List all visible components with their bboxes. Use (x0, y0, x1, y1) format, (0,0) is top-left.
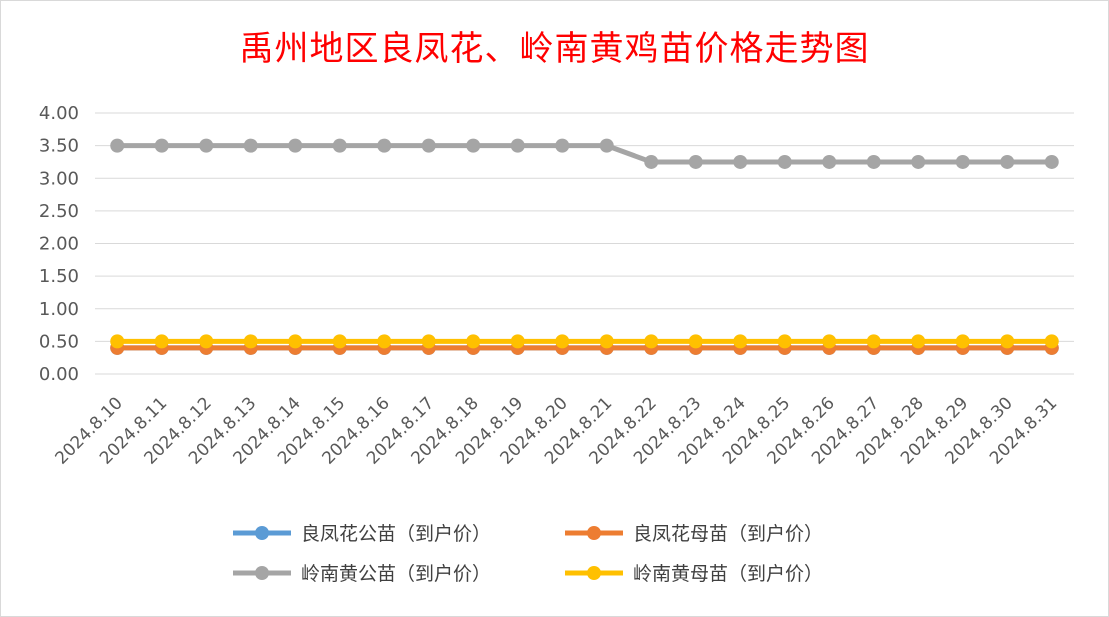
legend-item[interactable]: 良凤花母苗（到户价） (565, 523, 823, 545)
data-point (555, 138, 570, 153)
data-point (377, 334, 392, 349)
data-point (466, 334, 481, 349)
data-point (199, 334, 214, 349)
legend-marker (587, 566, 601, 580)
data-point (1000, 154, 1015, 169)
series-2 (110, 138, 1059, 169)
data-point (955, 154, 970, 169)
data-point (243, 334, 258, 349)
data-point (644, 154, 659, 169)
data-point (911, 154, 926, 169)
data-point (288, 334, 303, 349)
legend-item[interactable]: 岭南黄公苗（到户价） (233, 563, 491, 585)
series-3 (110, 334, 1059, 349)
data-point (822, 154, 837, 169)
data-point (154, 138, 169, 153)
data-point (1000, 334, 1015, 349)
y-tick-label: 3.00 (39, 168, 79, 189)
data-point (421, 334, 436, 349)
data-point (955, 334, 970, 349)
data-point (866, 154, 881, 169)
data-point (599, 334, 614, 349)
y-tick-label: 1.50 (39, 266, 79, 287)
data-point (733, 154, 748, 169)
y-tick-label: 2.00 (39, 234, 79, 255)
data-point (1044, 154, 1059, 169)
data-point (199, 138, 214, 153)
data-point (688, 334, 703, 349)
data-point (510, 138, 525, 153)
x-axis-ticks: 2024.8.102024.8.112024.8.122024.8.132024… (51, 393, 1061, 468)
data-point (555, 334, 570, 349)
legend-item[interactable]: 良凤花公苗（到户价） (233, 523, 491, 545)
data-point (733, 334, 748, 349)
data-point (777, 154, 792, 169)
data-point (110, 138, 125, 153)
legend[interactable]: 良凤花公苗（到户价） 良凤花母苗（到户价） 岭南黄公苗（到户价） 岭南黄母苗（到户价） (233, 523, 823, 585)
data-point (243, 138, 258, 153)
gridlines (95, 112, 1074, 375)
legend-marker (255, 566, 269, 580)
y-axis-ticks: 0.00 0.50 1.00 1.50 2.00 2.50 3.00 3.50 4.00 (39, 103, 79, 385)
legend-label: 良凤花母苗（到户价） (633, 523, 823, 545)
data-point (866, 334, 881, 349)
data-point (332, 138, 347, 153)
chart-title: 禹州地区良凤花、岭南黄鸡苗价格走势图 (239, 29, 870, 69)
data-point (421, 138, 436, 153)
data-point (777, 334, 792, 349)
series-lines (110, 138, 1059, 355)
legend-item[interactable]: 岭南黄母苗（到户价） (565, 563, 823, 585)
y-tick-label: 0.00 (39, 364, 79, 385)
data-point (688, 154, 703, 169)
data-point (510, 334, 525, 349)
data-point (911, 334, 926, 349)
y-tick-label: 1.00 (39, 299, 79, 320)
y-tick-label: 2.50 (39, 201, 79, 222)
data-point (377, 138, 392, 153)
legend-label: 良凤花公苗（到户价） (301, 523, 491, 545)
y-tick-label: 0.50 (39, 331, 79, 352)
legend-label: 岭南黄公苗（到户价） (301, 563, 491, 585)
data-point (822, 334, 837, 349)
data-point (1044, 334, 1059, 349)
data-point (332, 334, 347, 349)
legend-label: 岭南黄母苗（到户价） (633, 563, 823, 585)
data-point (288, 138, 303, 153)
data-point (466, 138, 481, 153)
data-point (599, 138, 614, 153)
legend-marker (255, 526, 269, 540)
y-tick-label: 3.50 (39, 136, 79, 157)
data-point (644, 334, 659, 349)
series-line (117, 143, 1052, 165)
data-point (154, 334, 169, 349)
data-point (110, 334, 125, 349)
y-tick-label: 4.00 (39, 103, 79, 124)
legend-marker (587, 526, 601, 540)
